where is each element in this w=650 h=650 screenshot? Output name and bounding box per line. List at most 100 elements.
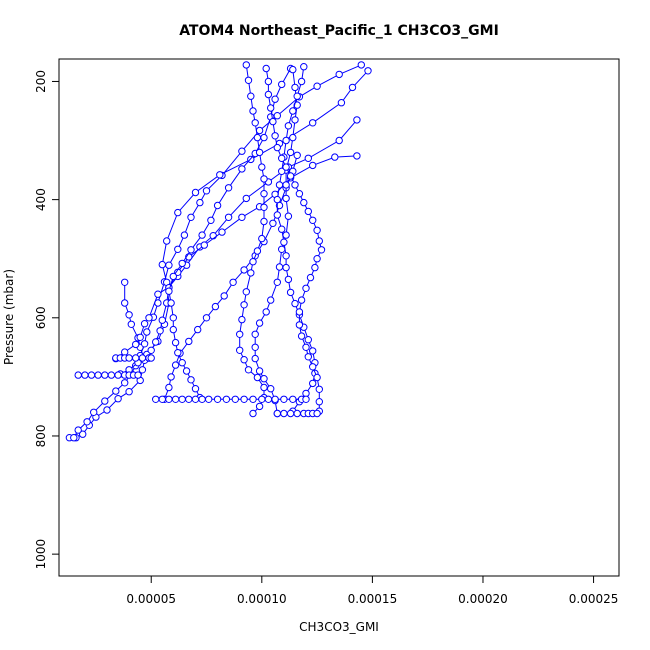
data-point — [280, 238, 288, 246]
data-point — [138, 366, 147, 374]
series-15 — [273, 409, 321, 418]
data-point — [267, 104, 275, 112]
data-point — [152, 338, 160, 346]
data-point — [211, 302, 220, 311]
data-point — [291, 116, 299, 124]
y-tick-label: 200 — [34, 70, 48, 93]
data-point — [291, 83, 299, 92]
data-point — [249, 395, 257, 403]
data-point — [138, 354, 147, 362]
data-point — [101, 397, 109, 405]
data-point — [125, 354, 133, 362]
data-point — [353, 152, 361, 160]
data-point — [218, 228, 226, 236]
data-point — [260, 175, 268, 183]
data-point — [238, 315, 246, 324]
data-point — [167, 299, 175, 307]
x-tick-label: 0.00015 — [348, 592, 398, 606]
data-point — [260, 133, 268, 142]
data-point — [132, 340, 140, 349]
data-point — [200, 241, 209, 249]
data-point — [238, 213, 246, 222]
data-point — [238, 147, 246, 155]
data-point — [165, 395, 173, 403]
data-point — [295, 190, 304, 198]
data-point — [313, 255, 321, 263]
data-point — [271, 132, 279, 140]
data-point — [198, 231, 206, 239]
data-point — [121, 379, 129, 387]
data-point — [216, 171, 224, 179]
data-point — [121, 278, 129, 286]
y-tick-label: 800 — [34, 425, 48, 448]
data-point — [302, 395, 310, 403]
data-point — [300, 62, 308, 71]
data-point — [267, 385, 275, 393]
data-point — [213, 395, 222, 403]
data-point — [94, 371, 102, 379]
series-line — [239, 64, 265, 414]
data-point — [331, 153, 339, 161]
data-point — [143, 328, 151, 336]
data-point — [309, 347, 317, 355]
data-point — [293, 92, 301, 100]
data-point — [178, 359, 186, 367]
data-series-group — [65, 61, 372, 442]
data-point — [348, 83, 357, 92]
data-point — [255, 319, 264, 327]
data-point — [251, 343, 259, 351]
data-point — [224, 213, 233, 222]
data-point — [158, 260, 167, 269]
series-7 — [165, 64, 295, 402]
series-11 — [262, 64, 326, 415]
data-point — [185, 395, 193, 403]
data-point — [284, 275, 293, 284]
data-point — [158, 316, 167, 324]
data-point — [282, 136, 290, 145]
data-point — [293, 151, 301, 160]
data-point — [244, 366, 253, 374]
data-point — [258, 234, 266, 243]
data-point — [121, 299, 129, 307]
data-point — [205, 395, 213, 403]
chart-title: ATOM4 Northeast_Pacific_1 CH3CO3_GMI — [179, 23, 499, 39]
data-point — [107, 371, 116, 379]
data-point — [282, 163, 290, 171]
data-point — [74, 426, 82, 434]
data-point — [275, 263, 284, 271]
data-point — [260, 217, 268, 226]
x-tick-label: 0.00005 — [126, 592, 176, 606]
data-point — [278, 167, 286, 176]
data-point — [174, 245, 182, 254]
data-point — [253, 133, 262, 142]
data-point — [154, 290, 162, 298]
data-point — [171, 338, 180, 347]
data-point — [289, 107, 297, 115]
data-point — [147, 346, 155, 354]
data-point — [264, 395, 273, 403]
data-point — [278, 80, 286, 89]
series-12 — [74, 371, 142, 379]
data-point — [136, 333, 144, 341]
data-point — [295, 321, 304, 329]
data-point — [240, 301, 248, 309]
data-point — [247, 269, 255, 277]
data-point — [269, 219, 277, 228]
data-point — [167, 373, 175, 381]
data-point — [169, 272, 178, 281]
series-6 — [160, 151, 301, 403]
data-point — [364, 67, 372, 75]
data-point — [249, 107, 257, 115]
data-point — [264, 90, 273, 99]
data-point — [293, 101, 301, 109]
data-point — [81, 371, 89, 379]
data-point — [313, 226, 321, 235]
data-point — [74, 371, 82, 379]
series-13 — [112, 354, 155, 362]
data-point — [134, 371, 142, 379]
data-point — [260, 383, 268, 392]
data-point — [132, 354, 140, 362]
data-point — [165, 261, 173, 269]
data-point — [236, 346, 244, 354]
